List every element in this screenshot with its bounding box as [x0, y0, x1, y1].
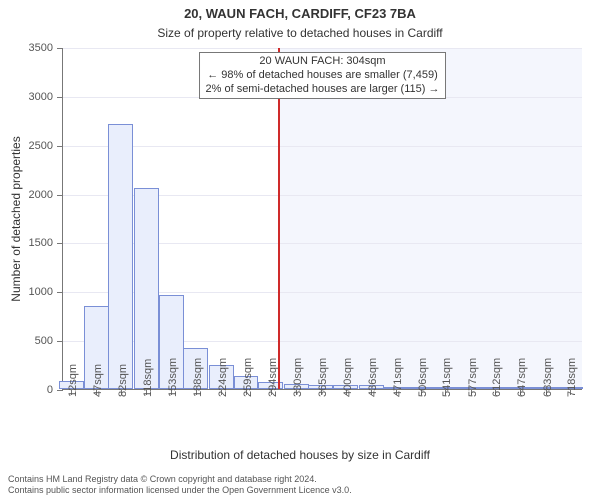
y-tick-label: 3000 [29, 91, 63, 103]
x-tick-label: 718sqm [566, 358, 578, 397]
x-tick-label: 224sqm [217, 358, 229, 397]
x-tick-label: 365sqm [317, 358, 329, 397]
chart-title: 20, WAUN FACH, CARDIFF, CF23 7BA [0, 6, 600, 21]
annotation-line: 20 WAUN FACH: 304sqm [206, 55, 440, 69]
y-tick-label: 1500 [29, 237, 63, 249]
y-tick-label: 2000 [29, 189, 63, 201]
y-axis-label: Number of detached properties [9, 136, 23, 301]
x-tick-label: 153sqm [167, 358, 179, 397]
footer-attribution: Contains HM Land Registry data © Crown c… [8, 474, 352, 496]
x-tick-label: 47sqm [92, 364, 104, 397]
gridline [63, 48, 582, 49]
x-tick-label: 471sqm [392, 358, 404, 397]
y-tick-label: 500 [35, 335, 63, 347]
x-tick-label: 612sqm [491, 358, 503, 397]
x-tick-label: 330sqm [292, 358, 304, 397]
x-tick-label: 12sqm [67, 364, 79, 397]
y-tick-label: 1000 [29, 286, 63, 298]
annotation-box: 20 WAUN FACH: 304sqm← 98% of detached ho… [199, 52, 447, 99]
x-tick-label: 683sqm [542, 358, 554, 397]
footer-line: Contains public sector information licen… [8, 485, 352, 496]
x-tick-label: 400sqm [342, 358, 354, 397]
figure: 20, WAUN FACH, CARDIFF, CF23 7BA Size of… [0, 0, 600, 500]
annotation-line: ← 98% of detached houses are smaller (7,… [206, 69, 440, 83]
chart-subtitle: Size of property relative to detached ho… [0, 26, 600, 40]
x-tick-label: 436sqm [367, 358, 379, 397]
annotation-line: 2% of semi-detached houses are larger (1… [206, 83, 440, 97]
y-tick-label: 2500 [29, 140, 63, 152]
y-tick-label: 3500 [29, 42, 63, 54]
x-tick-label: 118sqm [142, 359, 154, 397]
x-tick-label: 541sqm [441, 358, 453, 397]
plot-area: 050010001500200025003000350012sqm47sqm82… [62, 48, 582, 390]
x-tick-label: 506sqm [417, 358, 429, 397]
histogram-bar [108, 124, 133, 389]
x-tick-label: 259sqm [242, 358, 254, 397]
x-tick-label: 188sqm [192, 358, 204, 397]
x-tick-label: 82sqm [117, 364, 129, 397]
x-axis-label: Distribution of detached houses by size … [0, 448, 600, 462]
x-tick-label: 647sqm [516, 358, 528, 397]
x-tick-label: 577sqm [467, 358, 479, 397]
gridline [63, 146, 582, 147]
footer-line: Contains HM Land Registry data © Crown c… [8, 474, 352, 485]
